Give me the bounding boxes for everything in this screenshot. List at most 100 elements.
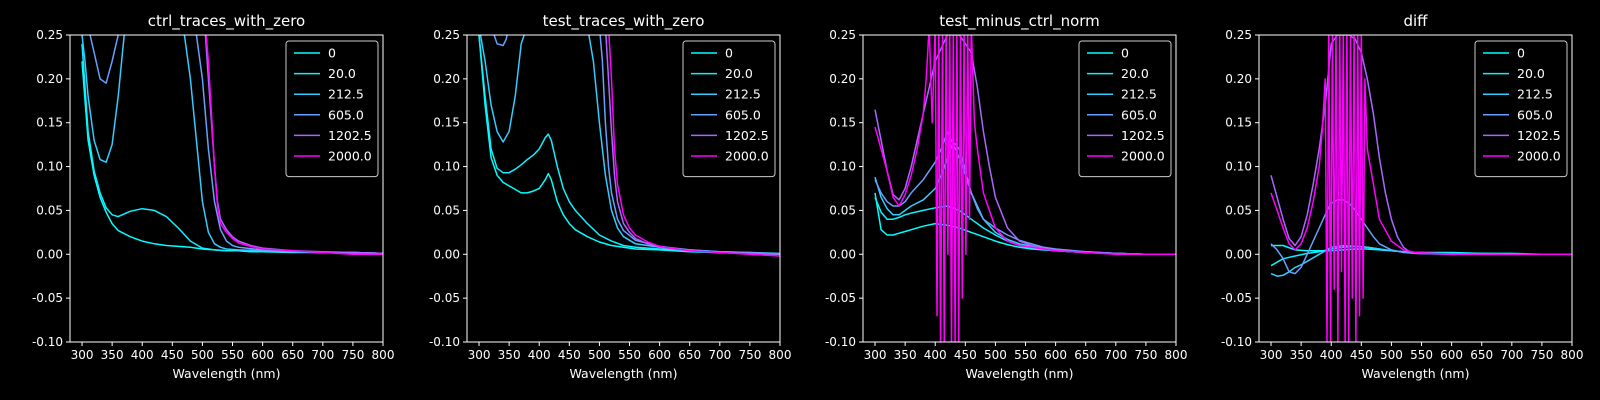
y-tick-label: 0.00 (1225, 247, 1252, 261)
x-tick-label: 550 (221, 348, 244, 362)
x-tick-label: 400 (528, 348, 551, 362)
x-tick-label: 500 (984, 348, 1007, 362)
x-tick-label: 600 (251, 348, 274, 362)
legend-box (1474, 40, 1568, 178)
x-tick-label: 350 (101, 348, 124, 362)
x-tick-label: 550 (1410, 348, 1433, 362)
y-tick-label: -0.10 (825, 335, 856, 349)
legend-label: 2000.0 (1121, 149, 1165, 164)
x-tick-label: 700 (1104, 348, 1127, 362)
legend-label: 1202.5 (1121, 128, 1165, 143)
x-tick-label: 800 (769, 348, 792, 362)
axes-frame (466, 34, 781, 343)
panel-0: 300 350 400 450 500 550 600 650 700 750 800 -0.10 -0… (32, 12, 395, 381)
legend-label: 0 (1121, 46, 1129, 61)
x-tick-label: 300 (71, 348, 94, 362)
axes-frame (862, 34, 1177, 343)
x-tick-label: 350 (894, 348, 917, 362)
panel-3: 300 350 400 450 500 550 600 650 700 750 800 -0.10 -0… (1221, 12, 1584, 381)
y-tick-label: 0.20 (36, 72, 63, 86)
x-tick-label: 400 (131, 348, 154, 362)
x-tick-label: 750 (341, 348, 364, 362)
y-tick-label: -0.05 (825, 291, 856, 305)
x-tick-label: 450 (1350, 348, 1373, 362)
y-tick-label: 0.05 (829, 203, 856, 217)
legend-label: 605.0 (1517, 107, 1553, 122)
series-line-20.0 (478, 35, 780, 256)
series-line-212.5 (81, 35, 383, 255)
panel-1: 300 350 400 450 500 550 600 650 700 750 800 -0.10 -0… (429, 12, 792, 381)
y-tick-label: 0.10 (36, 160, 63, 174)
y-tick-label: 0.05 (1225, 203, 1252, 217)
legend-box (682, 40, 776, 178)
axes-frame (1258, 34, 1573, 343)
y-tick-label: -0.10 (32, 335, 63, 349)
series-group (874, 35, 1176, 342)
legend-box (1078, 40, 1172, 178)
x-tick-label: 300 (1260, 348, 1283, 362)
x-tick-label: 750 (1134, 348, 1157, 362)
axes-frame (69, 34, 384, 343)
x-tick-label: 550 (1014, 348, 1037, 362)
x-tick-label: 750 (1530, 348, 1553, 362)
legend-label: 20.0 (1517, 66, 1545, 81)
legend-label: 20.0 (328, 66, 356, 81)
legend-label: 1202.5 (725, 128, 769, 143)
legend-label: 1202.5 (1517, 128, 1561, 143)
panel-title: ctrl_traces_with_zero (148, 12, 305, 31)
x-tick-label: 550 (618, 348, 641, 362)
x-axis-label: Wavelength (nm) (966, 366, 1074, 381)
legend-label: 212.5 (1121, 87, 1157, 102)
x-tick-label: 450 (954, 348, 977, 362)
x-tick-label: 800 (1561, 348, 1584, 362)
x-tick-label: 650 (1470, 348, 1493, 362)
legend-label: 20.0 (1121, 66, 1149, 81)
x-axis-label: Wavelength (nm) (1362, 366, 1470, 381)
x-tick-label: 450 (558, 348, 581, 362)
x-tick-label: 350 (498, 348, 521, 362)
y-tick-label: -0.10 (1221, 335, 1252, 349)
y-tick-label: 0.10 (1225, 160, 1252, 174)
y-tick-label: 0.05 (433, 203, 460, 217)
series-line-605.0 (89, 35, 383, 255)
panel-title: diff (1403, 12, 1428, 30)
series-group (81, 35, 383, 256)
y-tick-label: 0.15 (433, 116, 460, 130)
y-tick-label: 0.15 (1225, 116, 1252, 130)
series-group (1270, 35, 1572, 342)
x-tick-label: 650 (281, 348, 304, 362)
y-tick-label: 0.20 (829, 72, 856, 86)
x-tick-label: 600 (1440, 348, 1463, 362)
x-tick-label: 600 (648, 348, 671, 362)
series-line-0 (478, 35, 780, 256)
legend: 0 20.0 212.5 605.0 1202.5 2000.0 (285, 40, 379, 178)
legend-label: 605.0 (1121, 107, 1157, 122)
y-tick-label: -0.10 (429, 335, 460, 349)
y-tick-label: 0.05 (36, 203, 63, 217)
legend-label: 212.5 (1517, 87, 1553, 102)
x-tick-label: 400 (1320, 348, 1343, 362)
x-tick-label: 700 (708, 348, 731, 362)
y-tick-label: 0.25 (433, 28, 460, 42)
x-tick-label: 300 (864, 348, 887, 362)
legend-label: 0 (725, 46, 733, 61)
x-tick-label: 350 (1290, 348, 1313, 362)
legend-label: 212.5 (328, 87, 364, 102)
y-tick-label: 0.25 (1225, 28, 1252, 42)
legend-box (285, 40, 379, 178)
legend-label: 1202.5 (328, 128, 372, 143)
x-axis-label: Wavelength (nm) (173, 366, 281, 381)
x-tick-label: 650 (1074, 348, 1097, 362)
series-line-2000.0 (608, 35, 780, 257)
y-tick-label: 0.20 (1225, 72, 1252, 86)
legend: 0 20.0 212.5 605.0 1202.5 2000.0 (1474, 40, 1568, 178)
legend-label: 2000.0 (1517, 149, 1561, 164)
legend: 0 20.0 212.5 605.0 1202.5 2000.0 (682, 40, 776, 178)
legend-label: 212.5 (725, 87, 761, 102)
panel-title: test_traces_with_zero (543, 12, 705, 31)
y-tick-label: 0.00 (433, 247, 460, 261)
y-tick-label: 0.00 (36, 247, 63, 261)
legend-label: 605.0 (328, 107, 364, 122)
y-tick-label: -0.05 (1221, 291, 1252, 305)
